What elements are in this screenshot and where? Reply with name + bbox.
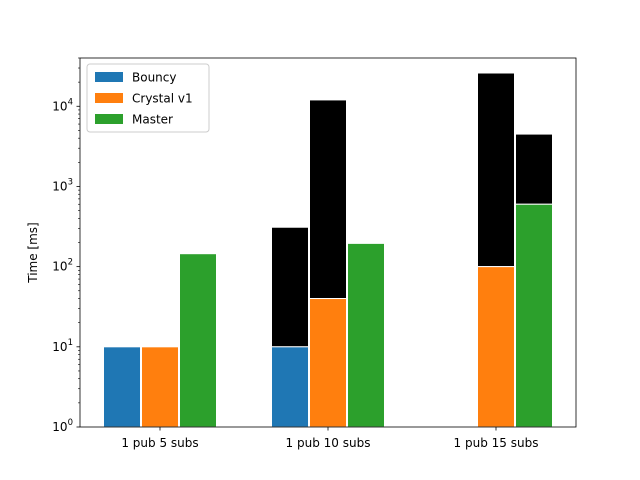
bar-crystal-v1-1: [309, 298, 347, 428]
bar-master-1: [347, 242, 385, 428]
axes-layer: 100 101 102 103 104 1 pub 5 subs 1 pub 10 subs…: [52, 57, 577, 450]
y-axis-label: Time [ms]: [26, 222, 40, 284]
bar-bouncy-1: [271, 346, 309, 428]
y-tick-label-1: 101: [52, 338, 73, 354]
y-tick-label-4: 104: [52, 97, 73, 113]
range-box-crystal-v1-1: [309, 99, 347, 300]
bar-master-0: [179, 253, 217, 428]
range-box-bouncy-1: [271, 226, 309, 348]
y-tick-label-0: 100: [52, 418, 73, 434]
legend-swatch-crystal-v1: [95, 93, 123, 103]
legend-label-master: Master: [132, 113, 173, 127]
bar-crystal-v1-2: [477, 266, 515, 428]
y-tick-label-3: 103: [52, 177, 73, 193]
range-box-master-2: [515, 133, 553, 205]
bars-layer: [103, 72, 553, 428]
bar-crystal-v1-0: [141, 346, 179, 428]
legend: Bouncy Crystal v1 Master: [86, 63, 210, 133]
bar-bouncy-0: [103, 346, 141, 428]
x-tick-label-1: 1 pub 10 subs: [286, 436, 371, 450]
legend-label-bouncy: Bouncy: [132, 71, 176, 85]
x-tick-label-0: 1 pub 5 subs: [121, 436, 198, 450]
legend-swatch-bouncy: [95, 72, 123, 82]
legend-swatch-master: [95, 114, 123, 124]
range-box-crystal-v1-2: [477, 72, 515, 268]
x-tick-label-2: 1 pub 15 subs: [454, 436, 539, 450]
legend-label-crystal-v1: Crystal v1: [132, 92, 193, 106]
bar-master-2: [515, 203, 553, 428]
y-tick-label-2: 102: [52, 258, 73, 274]
